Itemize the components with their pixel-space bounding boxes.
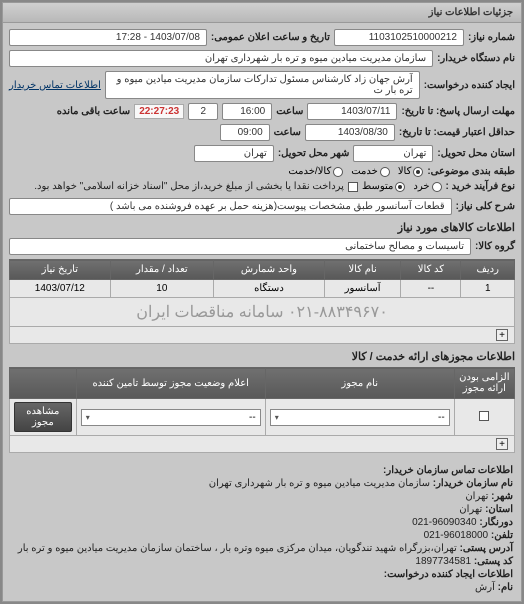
contact-city-label: شهر:: [491, 491, 513, 502]
goods-group-value: تاسیسات و مصالح ساختمانی: [9, 238, 471, 255]
contact-fax-label: دورنگار:: [479, 517, 513, 528]
permits-table: الزامی بودن ارائه مجوز نام مجوز اعلام وض…: [9, 367, 515, 453]
expand-icon[interactable]: +: [496, 329, 508, 341]
delivery-city: تهران: [194, 145, 274, 162]
valid-until-time-label: ساعت: [274, 127, 301, 138]
remaining-label: ساعت باقی مانده: [57, 106, 130, 117]
goods-col-qty: تعداد / مقدار: [110, 260, 213, 280]
treasury-checkbox[interactable]: [348, 182, 358, 192]
remaining-timer: 22:27:23: [134, 104, 184, 119]
budget-radio-kala[interactable]: [413, 167, 423, 177]
deadline-send-date: 1403/07/11: [307, 103, 397, 120]
permit-name-dropdown[interactable]: -- ▾: [270, 409, 450, 426]
process-note: پرداخت نقدا یا بخشی از مبلغ خرید،از محل …: [34, 181, 344, 192]
table-row: -- ▾ -- ▾ مشاهده مجوز: [10, 399, 515, 436]
permits-col-name: نام مجوز: [265, 368, 454, 399]
budget-radio-both[interactable]: [333, 167, 343, 177]
permit-status-dropdown[interactable]: -- ▾: [81, 409, 261, 426]
goods-cell-date: 1403/07/12: [10, 280, 111, 298]
announce-label: تاریخ و ساعت اعلان عمومی:: [211, 32, 330, 43]
process-radio-motavaset[interactable]: [395, 182, 405, 192]
contact-org-label: نام سازمان خریدار:: [433, 478, 513, 489]
contact-address: تهران،بزرگراه شهید تندگویان، میدان مرکزی…: [18, 543, 457, 554]
contact-phone: 96018000-021: [424, 530, 489, 541]
permits-col-empty: [10, 368, 77, 399]
permit-status-value: --: [249, 412, 256, 423]
process-radio-group: خرد متوسط: [362, 181, 442, 192]
contact-link[interactable]: اطلاعات تماس خریدار: [9, 80, 101, 91]
creator-value: آرش جهان زاد کارشناس مسئول تدارکات سازما…: [105, 71, 420, 99]
creator-name-label: نام:: [498, 582, 513, 593]
process-opt2: متوسط: [362, 181, 393, 192]
contact-fax: 96090340-021: [412, 517, 477, 528]
table-row: 1 -- آسانسور دستگاه 10 1403/07/12: [10, 280, 515, 298]
goods-cell-code: --: [401, 280, 461, 298]
expand-icon[interactable]: +: [496, 438, 508, 450]
budget-radio-khedmat[interactable]: [380, 167, 390, 177]
remaining-days: 2: [188, 103, 218, 120]
creator-header: اطلاعات ایجاد کننده درخواست:: [384, 569, 513, 580]
goods-cell-unit: دستگاه: [214, 280, 325, 298]
contact-section: اطلاعات تماس سازمان خریدار: نام سازمان خ…: [3, 459, 521, 601]
contact-header: اطلاعات تماس سازمان خریدار:: [383, 465, 513, 476]
valid-until-time: 09:00: [220, 124, 270, 141]
budget-opt1: کالا: [398, 166, 412, 177]
valid-until-label: حداقل اعتبار قیمت: تا تاریخ:: [399, 127, 515, 138]
goods-group-label: گروه کالا:: [475, 241, 515, 252]
creator-label: ایجاد کننده درخواست:: [424, 80, 515, 91]
deadline-send-label: مهلت ارسال پاسخ: تا تاریخ:: [401, 106, 515, 117]
panel-header: جزئیات اطلاعات نیاز: [3, 3, 521, 23]
panel-title: جزئیات اطلاعات نیاز: [429, 7, 513, 18]
valid-until-date: 1403/08/30: [305, 124, 395, 141]
permit-name-value: --: [438, 412, 445, 423]
deadline-send-time: 16:00: [222, 103, 272, 120]
permit-mandatory-checkbox[interactable]: [479, 411, 489, 421]
delivery-state: تهران: [353, 145, 433, 162]
budget-radio-group: کالا خدمت کالا/خدمت: [288, 166, 423, 177]
permits-col-status: اعلام وضعیت مجوز توسط تامین کننده: [76, 368, 265, 399]
contact-city: تهران: [465, 491, 488, 502]
contact-state: تهران: [459, 504, 482, 515]
watermark: ۰۲۱-۸۸۳۴۹۶۷۰ سامانه مناقصات ایران: [10, 298, 515, 327]
goods-cell-name: آسانسور: [324, 280, 400, 298]
goods-section-title: اطلاعات کالاهای مورد نیاز: [9, 221, 515, 234]
permits-col-mandatory: الزامی بودن ارائه مجوز: [454, 368, 514, 399]
goods-col-name: نام کالا: [324, 260, 400, 280]
budget-label: طبقه بندی موضوعی:: [427, 166, 515, 177]
goods-col-row: ردیف: [461, 260, 515, 280]
announce-value: 1403/07/08 - 17:28: [9, 29, 207, 46]
buyer-value: سازمان مدیریت میادین میوه و تره بار شهرد…: [9, 50, 433, 67]
need-title-value: قطعات آسانسور طبق مشخصات پیوست(هزینه حمل…: [9, 198, 452, 215]
chevron-down-icon: ▾: [275, 413, 279, 422]
process-radio-khord[interactable]: [432, 182, 442, 192]
process-opt1: خرد: [413, 181, 429, 192]
delivery-state-label: استان محل تحویل:: [437, 148, 515, 159]
contact-org: سازمان مدیریت میادین میوه و تره بار شهرد…: [209, 478, 430, 489]
goods-col-unit: واحد شمارش: [214, 260, 325, 280]
need-title-label: شرح کلی نیاز:: [456, 201, 515, 212]
chevron-down-icon: ▾: [86, 413, 90, 422]
buyer-label: نام دستگاه خریدار:: [437, 53, 515, 64]
deadline-send-time-label: ساعت: [276, 106, 303, 117]
contact-state-label: استان:: [485, 504, 513, 515]
budget-opt3: کالا/خدمت: [288, 166, 331, 177]
creator-name: آرش: [475, 582, 495, 593]
goods-cell-row: 1: [461, 280, 515, 298]
delivery-city-label: شهر محل تحویل:: [278, 148, 350, 159]
contact-postal: 1897734581: [415, 556, 471, 567]
goods-table: ردیف کد کالا نام کالا واحد شمارش تعداد /…: [9, 259, 515, 344]
goods-col-code: کد کالا: [401, 260, 461, 280]
goods-col-date: تاریخ نیاز: [10, 260, 111, 280]
reqnum-value: 1103102510000212: [334, 29, 464, 46]
budget-opt2: خدمت: [351, 166, 378, 177]
process-label: نوع فرآیند خرید :: [446, 181, 515, 192]
permits-section-title: اطلاعات مجوزهای ارائه خدمت / کالا: [9, 350, 515, 363]
contact-phone-label: تلفن:: [491, 530, 513, 541]
reqnum-label: شماره نیاز:: [468, 32, 515, 43]
contact-address-label: آدرس پستی:: [460, 543, 513, 554]
view-permit-button[interactable]: مشاهده مجوز: [14, 402, 72, 432]
goods-cell-qty: 10: [110, 280, 213, 298]
contact-postal-label: کد پستی:: [474, 556, 513, 567]
